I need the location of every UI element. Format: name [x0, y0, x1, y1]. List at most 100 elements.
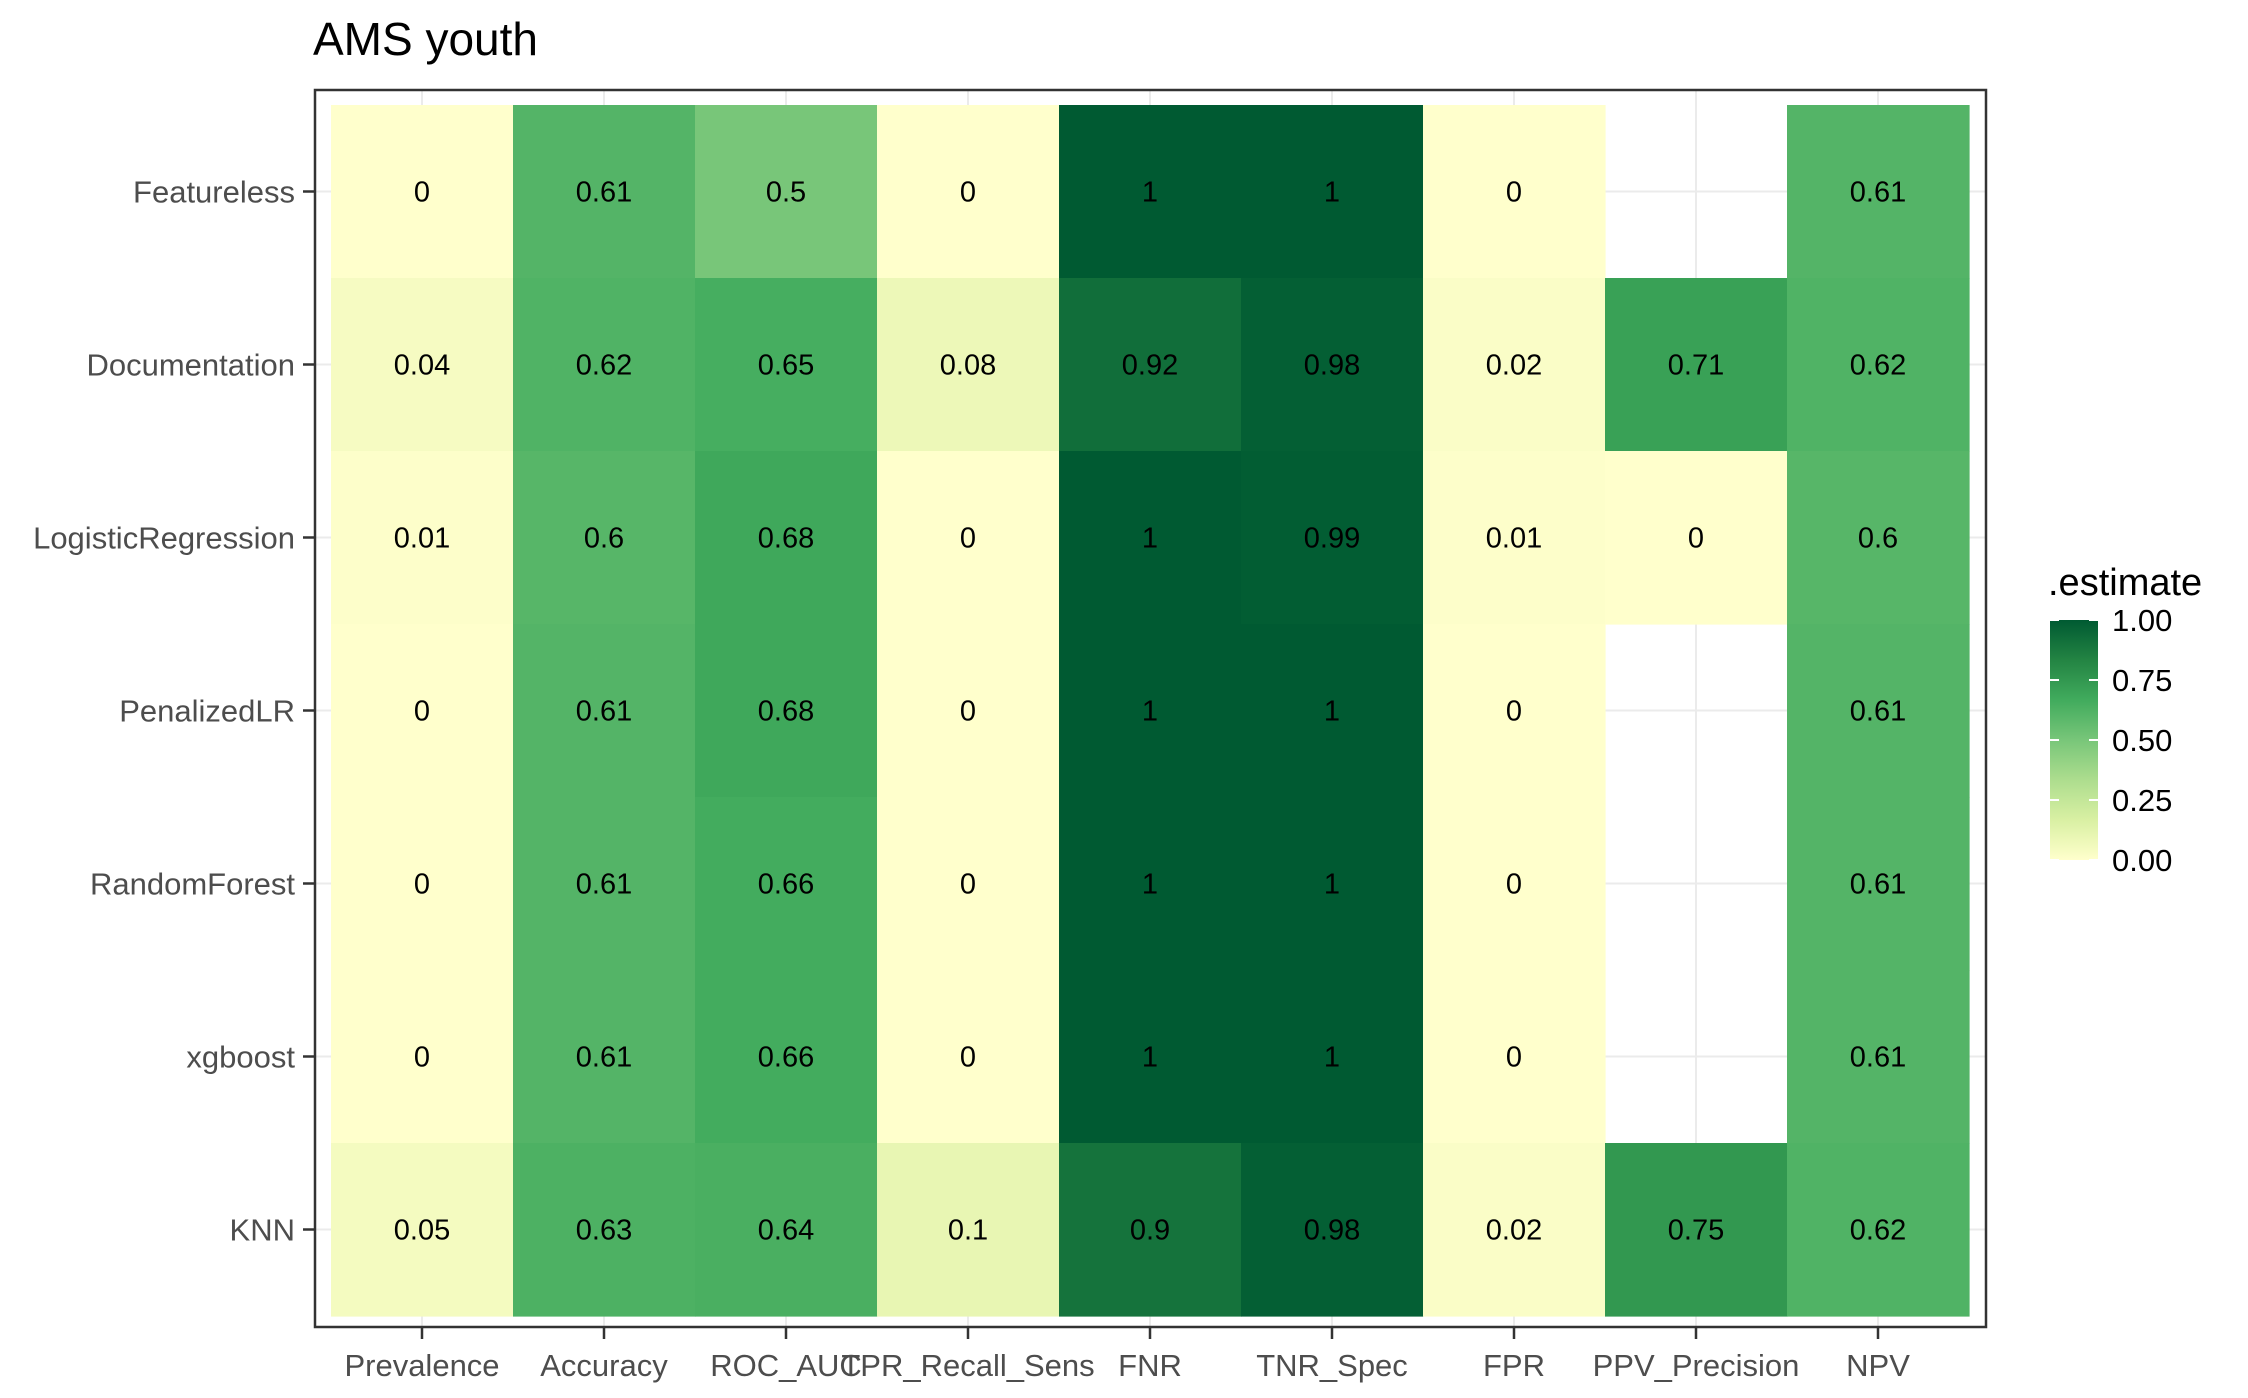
- heatmap-cell: [1787, 970, 1970, 1144]
- legend: .estimate 1.00 0.75 0.50 0.25 0.00: [2048, 562, 2202, 878]
- heatmap-cell: [1787, 624, 1970, 798]
- heatmap-cell: [1787, 105, 1970, 279]
- heatmap-cell: [1059, 797, 1242, 971]
- heatmap-cell: [695, 624, 878, 798]
- cell-value-label: 0.62: [576, 350, 632, 382]
- cell-labels: 0 0.61 0.5 0 1 1 0 0.610.04 0.62 0.65 0.08 0.92 0.98…: [394, 177, 1906, 1247]
- cell-value-label: 0: [1506, 696, 1522, 728]
- heatmap-cell: [695, 970, 878, 1144]
- heatmap-cell: [331, 624, 514, 798]
- heatmap-cell: [877, 105, 1060, 279]
- heatmap-cell: [1241, 278, 1424, 452]
- y-axis-tick-label: KNN: [230, 1213, 295, 1248]
- heatmap-cell: [877, 1143, 1060, 1317]
- heatmap-cell: [877, 278, 1060, 452]
- heatmap-cell: [877, 624, 1060, 798]
- heatmap-cell: [1787, 797, 1970, 971]
- heatmap-cell: [695, 1143, 878, 1317]
- cell-value-label: 1: [1324, 696, 1340, 728]
- cell-value-label: 0.6: [584, 523, 624, 555]
- heatmap-cell: [1059, 451, 1242, 625]
- cell-value-label: 0: [1688, 523, 1704, 555]
- heatmap-cell: [1787, 1143, 1970, 1317]
- y-axis-tick-label: Documentation: [86, 348, 295, 383]
- cell-value-label: 0.61: [576, 177, 632, 209]
- cell-value-label: 0.61: [1850, 1042, 1906, 1074]
- chart-title: AMS youth: [313, 13, 538, 65]
- legend-tick-label: 1.00: [2112, 603, 2172, 638]
- heatmap-cell: [513, 278, 696, 452]
- heatmap-cell: [877, 451, 1060, 625]
- y-axis-tick-label: Featureless: [133, 175, 295, 210]
- heatmap-cell: [513, 105, 696, 279]
- heatmap-cell: [1423, 797, 1606, 971]
- cell-value-label: 1: [1142, 1042, 1158, 1074]
- heatmap-cell: [1059, 1143, 1242, 1317]
- x-axis-tick-label: TNR_Spec: [1256, 1348, 1408, 1383]
- heatmap-cell: [1423, 1143, 1606, 1317]
- cell-value-label: 0: [960, 177, 976, 209]
- x-axis-tick-label: Prevalence: [344, 1348, 499, 1383]
- cell-value-label: 0: [414, 869, 430, 901]
- cell-value-label: 0.62: [1850, 1215, 1906, 1247]
- heatmap-cell: [331, 797, 514, 971]
- y-axis-tick-label: xgboost: [186, 1040, 295, 1075]
- heatmap-cell: [1423, 970, 1606, 1144]
- heatmap-cell: [877, 797, 1060, 971]
- cell-value-label: 0.71: [1668, 350, 1724, 382]
- cell-value-label: 0.61: [576, 696, 632, 728]
- heatmap-cell: [331, 278, 514, 452]
- cell-value-label: 0.61: [1850, 696, 1906, 728]
- cell-value-label: 0.98: [1304, 350, 1360, 382]
- cell-value-label: 1: [1324, 1042, 1340, 1074]
- cell-value-label: 0: [960, 523, 976, 555]
- heatmap-cell: [331, 105, 514, 279]
- heatmap-cell: [331, 1143, 514, 1317]
- cell-value-label: 0: [414, 1042, 430, 1074]
- cell-value-label: 0.98: [1304, 1215, 1360, 1247]
- cell-value-label: 0.75: [1668, 1215, 1724, 1247]
- heatmap-cell: [877, 970, 1060, 1144]
- legend-tick-label: 0.50: [2112, 723, 2172, 758]
- cell-value-label: 0: [1506, 177, 1522, 209]
- x-axis: Prevalence Accuracy ROC_AUCTPR_Recall_Sens…: [344, 1327, 1910, 1383]
- heatmap-cell: [513, 797, 696, 971]
- heatmap-cell: [695, 278, 878, 452]
- heatmap-cell: [331, 451, 514, 625]
- cell-value-label: 0: [960, 696, 976, 728]
- cell-value-label: 0.64: [758, 1215, 814, 1247]
- cell-value-label: 1: [1142, 177, 1158, 209]
- cell-value-label: 0.66: [758, 869, 814, 901]
- heatmap-cell: [1059, 970, 1242, 1144]
- y-axis-tick-label: LogisticRegression: [33, 521, 295, 556]
- cell-value-label: 1: [1142, 696, 1158, 728]
- heatmap-cell: [513, 970, 696, 1144]
- heatmap-cell: [695, 451, 878, 625]
- heatmap-cell: [1787, 278, 1970, 452]
- heatmap-cell: [1241, 451, 1424, 625]
- heatmap-cell: [1241, 970, 1424, 1144]
- cell-value-label: 0.02: [1486, 1215, 1542, 1247]
- cell-value-label: 0.62: [1850, 350, 1906, 382]
- x-axis-tick-label: Accuracy: [540, 1348, 668, 1383]
- heatmap-cell: [1605, 451, 1788, 625]
- cell-value-label: 0.65: [758, 350, 814, 382]
- heatmap-cell: [1423, 624, 1606, 798]
- heatmap-cell: [1059, 278, 1242, 452]
- cell-value-label: 0: [960, 1042, 976, 1074]
- cell-value-label: 0.68: [758, 523, 814, 555]
- cell-value-label: 0.61: [1850, 869, 1906, 901]
- cell-value-label: 0: [960, 869, 976, 901]
- heatmap-cell: [1059, 105, 1242, 279]
- cell-value-label: 0.5: [766, 177, 806, 209]
- cell-value-label: 0.68: [758, 696, 814, 728]
- heatmap-cell: [513, 451, 696, 625]
- y-axis: Featureless Documentation LogisticRegressi…: [33, 175, 315, 1248]
- cell-value-label: 0: [414, 177, 430, 209]
- heatmap-cell: [331, 970, 514, 1144]
- legend-tick-label: 0.00: [2112, 843, 2172, 878]
- cell-value-label: 0.04: [394, 350, 450, 382]
- cell-value-label: 0.08: [940, 350, 996, 382]
